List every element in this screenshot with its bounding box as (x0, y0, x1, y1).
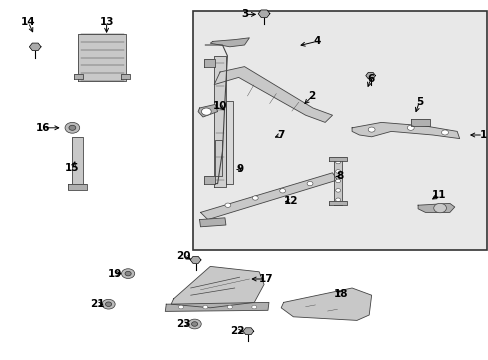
Polygon shape (165, 302, 268, 311)
Polygon shape (258, 10, 269, 17)
Circle shape (191, 322, 197, 326)
Circle shape (335, 170, 340, 173)
Circle shape (279, 189, 285, 193)
Text: 5: 5 (415, 96, 422, 107)
Polygon shape (199, 218, 225, 227)
Circle shape (335, 160, 340, 164)
Text: 17: 17 (259, 274, 273, 284)
Text: 16: 16 (36, 123, 50, 133)
Text: 15: 15 (65, 163, 80, 174)
Text: 22: 22 (229, 326, 244, 336)
Text: 8: 8 (336, 171, 343, 181)
Text: 12: 12 (284, 196, 298, 206)
Polygon shape (190, 256, 201, 264)
Text: 23: 23 (176, 319, 191, 329)
Polygon shape (328, 157, 346, 161)
Circle shape (335, 198, 340, 202)
Circle shape (187, 319, 201, 329)
Polygon shape (200, 173, 337, 220)
Circle shape (224, 203, 230, 207)
Text: 7: 7 (276, 130, 284, 140)
Polygon shape (204, 176, 215, 184)
Polygon shape (417, 203, 454, 212)
Circle shape (105, 302, 111, 306)
Polygon shape (328, 201, 346, 205)
Circle shape (306, 181, 312, 186)
Circle shape (121, 269, 134, 279)
Text: 11: 11 (431, 190, 446, 200)
Circle shape (441, 130, 447, 135)
Text: 2: 2 (308, 91, 315, 102)
Polygon shape (410, 119, 429, 126)
Polygon shape (171, 266, 264, 308)
Text: 6: 6 (366, 74, 373, 84)
Circle shape (203, 305, 207, 309)
Text: 4: 4 (312, 36, 320, 46)
Text: 21: 21 (90, 299, 105, 309)
Text: 3: 3 (241, 9, 247, 19)
Polygon shape (72, 137, 83, 184)
Circle shape (433, 203, 446, 213)
Circle shape (125, 271, 131, 276)
Circle shape (252, 196, 258, 200)
Text: 20: 20 (176, 251, 191, 261)
Circle shape (251, 305, 256, 309)
Polygon shape (351, 122, 459, 139)
Polygon shape (214, 67, 332, 122)
Circle shape (69, 125, 76, 130)
Polygon shape (68, 184, 87, 190)
Polygon shape (121, 74, 130, 79)
Text: 1: 1 (479, 130, 486, 140)
Polygon shape (78, 34, 126, 81)
Text: 10: 10 (212, 101, 227, 111)
Text: 13: 13 (99, 17, 114, 27)
Polygon shape (214, 56, 225, 187)
Text: 19: 19 (108, 269, 122, 279)
Text: 14: 14 (21, 17, 36, 27)
Polygon shape (243, 328, 253, 335)
Circle shape (335, 189, 340, 192)
Circle shape (65, 122, 80, 133)
Polygon shape (198, 104, 217, 117)
Circle shape (178, 305, 183, 309)
Circle shape (201, 108, 211, 115)
Polygon shape (204, 59, 215, 67)
Polygon shape (365, 72, 375, 79)
Circle shape (335, 179, 340, 183)
Polygon shape (29, 43, 41, 50)
Polygon shape (74, 74, 83, 79)
Text: 18: 18 (333, 289, 348, 300)
Polygon shape (226, 101, 232, 184)
Polygon shape (215, 140, 222, 176)
Polygon shape (333, 157, 342, 205)
Circle shape (102, 299, 115, 309)
Polygon shape (210, 38, 249, 47)
Bar (193, 11, 486, 250)
Circle shape (407, 125, 413, 130)
Circle shape (227, 305, 232, 309)
Polygon shape (281, 288, 371, 320)
Circle shape (367, 127, 374, 132)
Text: 9: 9 (236, 164, 243, 174)
